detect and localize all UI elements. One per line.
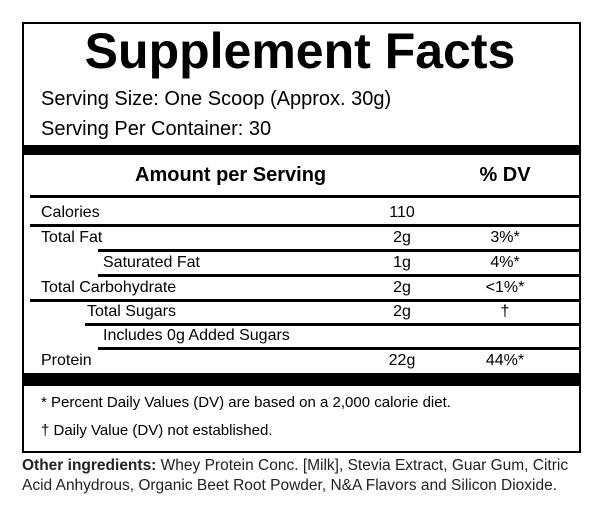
row-amount: 2g bbox=[393, 303, 411, 320]
row-dv: 44%* bbox=[485, 352, 525, 369]
row-label: Calories bbox=[41, 204, 100, 221]
column-header: Amount per Serving bbox=[135, 164, 327, 186]
label-border bbox=[22, 22, 581, 453]
rule bbox=[98, 347, 579, 350]
row-label: Total Fat bbox=[41, 229, 103, 246]
ingredients-text: Whey Protein Conc. [Milk], Stevia Extrac… bbox=[22, 457, 569, 494]
title: Supplement Facts bbox=[84, 23, 516, 79]
ingredients-label: Other ingredients: bbox=[22, 457, 157, 474]
serving-size: Serving Size: One Scoop (Approx. 30g) bbox=[41, 88, 392, 110]
row-dv: † bbox=[500, 303, 510, 320]
rule bbox=[98, 249, 579, 252]
row-label: Protein bbox=[41, 352, 92, 369]
row-dv: 4%* bbox=[490, 254, 520, 271]
row-label: Includes 0g Added Sugars bbox=[103, 327, 290, 344]
row-dv: <1%* bbox=[485, 279, 525, 296]
servings-per-container: Serving Per Container: 30 bbox=[41, 118, 272, 140]
rule bbox=[98, 274, 579, 277]
row-amount: 2g bbox=[393, 279, 411, 296]
ingredients: Other ingredients: Whey Protein Conc. [M… bbox=[22, 456, 582, 496]
footnote: * Percent Daily Values (DV) are based on… bbox=[41, 394, 451, 411]
footnote: † Daily Value (DV) not established. bbox=[41, 422, 273, 439]
row-dv: 3%* bbox=[490, 229, 520, 246]
row-amount: 110 bbox=[389, 204, 415, 221]
row-label: Saturated Fat bbox=[103, 254, 200, 271]
row-label: Total Carbohydrate bbox=[41, 279, 177, 296]
row-amount: 1g bbox=[393, 254, 411, 271]
row-label: Total Sugars bbox=[87, 303, 176, 320]
thick-bar bbox=[22, 373, 579, 386]
row-amount: 22g bbox=[388, 352, 416, 369]
column-header: % DV bbox=[479, 164, 531, 186]
rule bbox=[30, 299, 579, 302]
rule bbox=[30, 224, 579, 227]
thick-bar bbox=[22, 145, 579, 155]
rule bbox=[85, 323, 579, 326]
row-amount: 2g bbox=[393, 229, 411, 246]
rule bbox=[30, 195, 579, 198]
